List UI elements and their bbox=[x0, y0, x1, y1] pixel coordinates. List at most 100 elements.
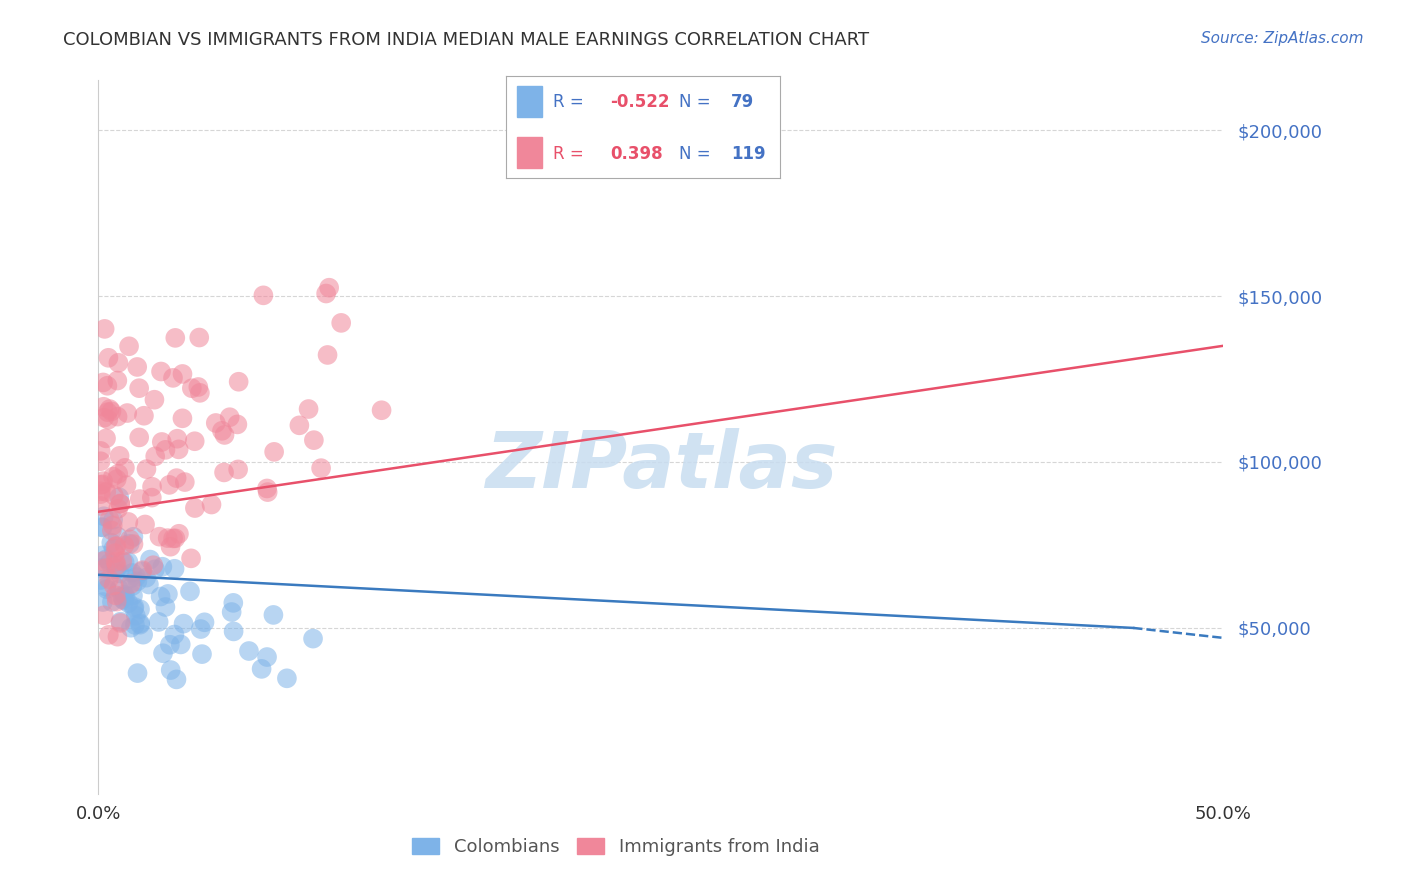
Point bbox=[152, 646, 174, 660]
Point bbox=[118, 572, 141, 586]
Point bbox=[226, 462, 249, 476]
Point bbox=[104, 546, 127, 560]
Point bbox=[96, 378, 118, 392]
Point bbox=[108, 582, 131, 596]
Point bbox=[132, 628, 155, 642]
Point bbox=[101, 595, 124, 609]
Text: N =: N = bbox=[679, 145, 710, 162]
Point bbox=[128, 430, 150, 444]
Point bbox=[129, 602, 152, 616]
Point bbox=[315, 286, 337, 301]
Point bbox=[118, 537, 141, 551]
Text: 79: 79 bbox=[731, 94, 754, 112]
Point bbox=[204, 416, 226, 430]
Point bbox=[93, 322, 115, 336]
Point bbox=[135, 571, 157, 585]
Point bbox=[107, 630, 129, 644]
Point bbox=[170, 637, 193, 651]
Point bbox=[90, 444, 112, 458]
Point bbox=[226, 417, 249, 432]
Point bbox=[184, 501, 207, 516]
Point bbox=[138, 577, 160, 591]
Point bbox=[111, 590, 134, 604]
Point bbox=[93, 400, 115, 414]
Point bbox=[122, 530, 145, 544]
Point bbox=[141, 491, 163, 505]
Point bbox=[256, 482, 278, 496]
Point bbox=[188, 385, 211, 400]
Legend: Colombians, Immigrants from India: Colombians, Immigrants from India bbox=[405, 830, 827, 863]
Point bbox=[97, 628, 120, 642]
Point bbox=[120, 621, 142, 635]
Point bbox=[131, 563, 153, 577]
Point bbox=[124, 600, 146, 615]
Point bbox=[108, 491, 131, 505]
Point bbox=[108, 566, 131, 581]
Point bbox=[135, 462, 157, 476]
Point bbox=[103, 541, 125, 556]
Point bbox=[167, 526, 190, 541]
Point bbox=[252, 288, 274, 302]
Point bbox=[228, 375, 250, 389]
Point bbox=[104, 588, 127, 602]
Point bbox=[91, 595, 114, 609]
Point bbox=[104, 555, 127, 569]
Point bbox=[104, 540, 127, 554]
Point bbox=[370, 403, 392, 417]
Point bbox=[162, 532, 184, 546]
Point bbox=[179, 584, 201, 599]
Point bbox=[316, 348, 339, 362]
Point bbox=[121, 579, 143, 593]
Point bbox=[103, 488, 125, 502]
Text: 119: 119 bbox=[731, 145, 766, 162]
Point bbox=[148, 530, 170, 544]
Point bbox=[107, 529, 129, 543]
Point bbox=[105, 562, 128, 576]
Point bbox=[91, 554, 114, 568]
Point bbox=[139, 552, 162, 566]
Point bbox=[105, 472, 128, 486]
Point bbox=[118, 339, 141, 353]
Point bbox=[96, 485, 118, 500]
Point bbox=[120, 577, 142, 591]
Point bbox=[122, 537, 145, 551]
Point bbox=[101, 513, 124, 527]
Text: Source: ZipAtlas.com: Source: ZipAtlas.com bbox=[1201, 31, 1364, 46]
Text: 0.398: 0.398 bbox=[610, 145, 664, 162]
Point bbox=[96, 582, 118, 596]
Point bbox=[156, 531, 179, 545]
Text: N =: N = bbox=[679, 94, 710, 112]
Bar bbox=[517, 87, 541, 117]
Point bbox=[90, 454, 112, 468]
Point bbox=[125, 570, 148, 584]
Point bbox=[155, 599, 177, 614]
Point bbox=[96, 580, 118, 594]
Point bbox=[191, 647, 214, 661]
Point bbox=[157, 478, 180, 492]
Point bbox=[302, 433, 325, 447]
Point bbox=[180, 551, 202, 566]
Text: COLOMBIAN VS IMMIGRANTS FROM INDIA MEDIAN MALE EARNINGS CORRELATION CHART: COLOMBIAN VS IMMIGRANTS FROM INDIA MEDIA… bbox=[63, 31, 869, 49]
Point bbox=[141, 480, 163, 494]
Point bbox=[115, 406, 138, 420]
Point bbox=[97, 351, 120, 365]
Point bbox=[124, 618, 146, 632]
Point bbox=[212, 466, 235, 480]
Point bbox=[330, 316, 353, 330]
Point bbox=[94, 561, 117, 575]
Point bbox=[121, 566, 143, 580]
Point bbox=[222, 624, 245, 639]
Point bbox=[150, 364, 173, 378]
Point bbox=[288, 418, 311, 433]
Point bbox=[180, 381, 202, 395]
Point bbox=[166, 432, 188, 446]
Point bbox=[122, 589, 145, 603]
Point bbox=[110, 496, 132, 510]
Point bbox=[97, 405, 120, 419]
Text: -0.522: -0.522 bbox=[610, 94, 669, 112]
Point bbox=[107, 409, 129, 424]
Point bbox=[263, 445, 285, 459]
Point bbox=[128, 491, 150, 506]
Point bbox=[142, 558, 165, 573]
Point bbox=[129, 617, 152, 632]
